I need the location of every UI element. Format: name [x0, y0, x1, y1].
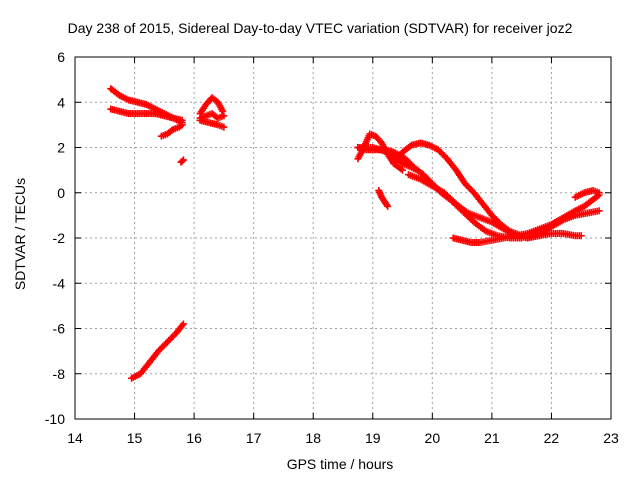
series-arc-h	[196, 110, 228, 122]
data-point	[595, 207, 603, 215]
x-tick-label: 15	[127, 430, 143, 446]
axis-ticks: 14 15 16 17 18 19 20 21 22 23 -10 -8 -6 -4 -2 0 2 4 6	[45, 49, 619, 446]
data-point	[178, 157, 186, 165]
y-tick-label: -10	[45, 411, 65, 427]
y-tick-label: -6	[53, 321, 66, 337]
x-tick-label: 22	[544, 430, 560, 446]
data-point	[179, 320, 187, 328]
y-axis-label: SDTVAR / TECUs	[12, 177, 28, 291]
series-arc-e	[128, 320, 187, 382]
series-arc-b	[107, 105, 186, 124]
series-arc-d	[177, 156, 187, 166]
y-tick-label: 6	[57, 49, 65, 65]
series-arc-g	[196, 116, 228, 131]
x-tick-label: 16	[186, 430, 202, 446]
y-tick-label: -2	[53, 230, 66, 246]
data-point	[177, 122, 185, 130]
y-tick-label: 4	[57, 94, 65, 110]
data-point	[220, 123, 228, 131]
x-tick-label: 20	[425, 430, 441, 446]
data-points	[107, 85, 603, 382]
data-point	[178, 321, 186, 329]
y-tick-label: 2	[57, 140, 65, 156]
data-point	[397, 165, 405, 173]
data-point	[595, 189, 603, 197]
x-tick-label: 19	[365, 430, 381, 446]
x-tick-label: 18	[305, 430, 321, 446]
x-tick-label: 23	[603, 430, 619, 446]
data-point	[178, 121, 186, 129]
data-point	[179, 156, 187, 164]
data-point	[384, 202, 392, 210]
y-tick-label: -4	[53, 275, 66, 291]
series-arc-q	[571, 186, 603, 201]
series-arc-p	[524, 207, 603, 242]
x-axis-label: GPS time / hours	[286, 456, 394, 472]
x-tick-label: 21	[484, 430, 500, 446]
series-arc-f	[196, 94, 227, 118]
data-point	[577, 232, 585, 240]
y-tick-label: 0	[57, 185, 65, 201]
series-arc-c	[157, 121, 186, 140]
series-arc-l	[390, 139, 526, 240]
x-tick-label: 17	[246, 430, 262, 446]
chart-title: Day 238 of 2015, Sidereal Day-to-day VTE…	[67, 20, 573, 36]
y-tick-label: -8	[53, 366, 66, 382]
series-arc-n	[375, 186, 392, 210]
data-point	[399, 166, 407, 174]
data-point	[383, 201, 391, 209]
x-tick-label: 14	[67, 430, 83, 446]
data-point	[220, 112, 228, 120]
